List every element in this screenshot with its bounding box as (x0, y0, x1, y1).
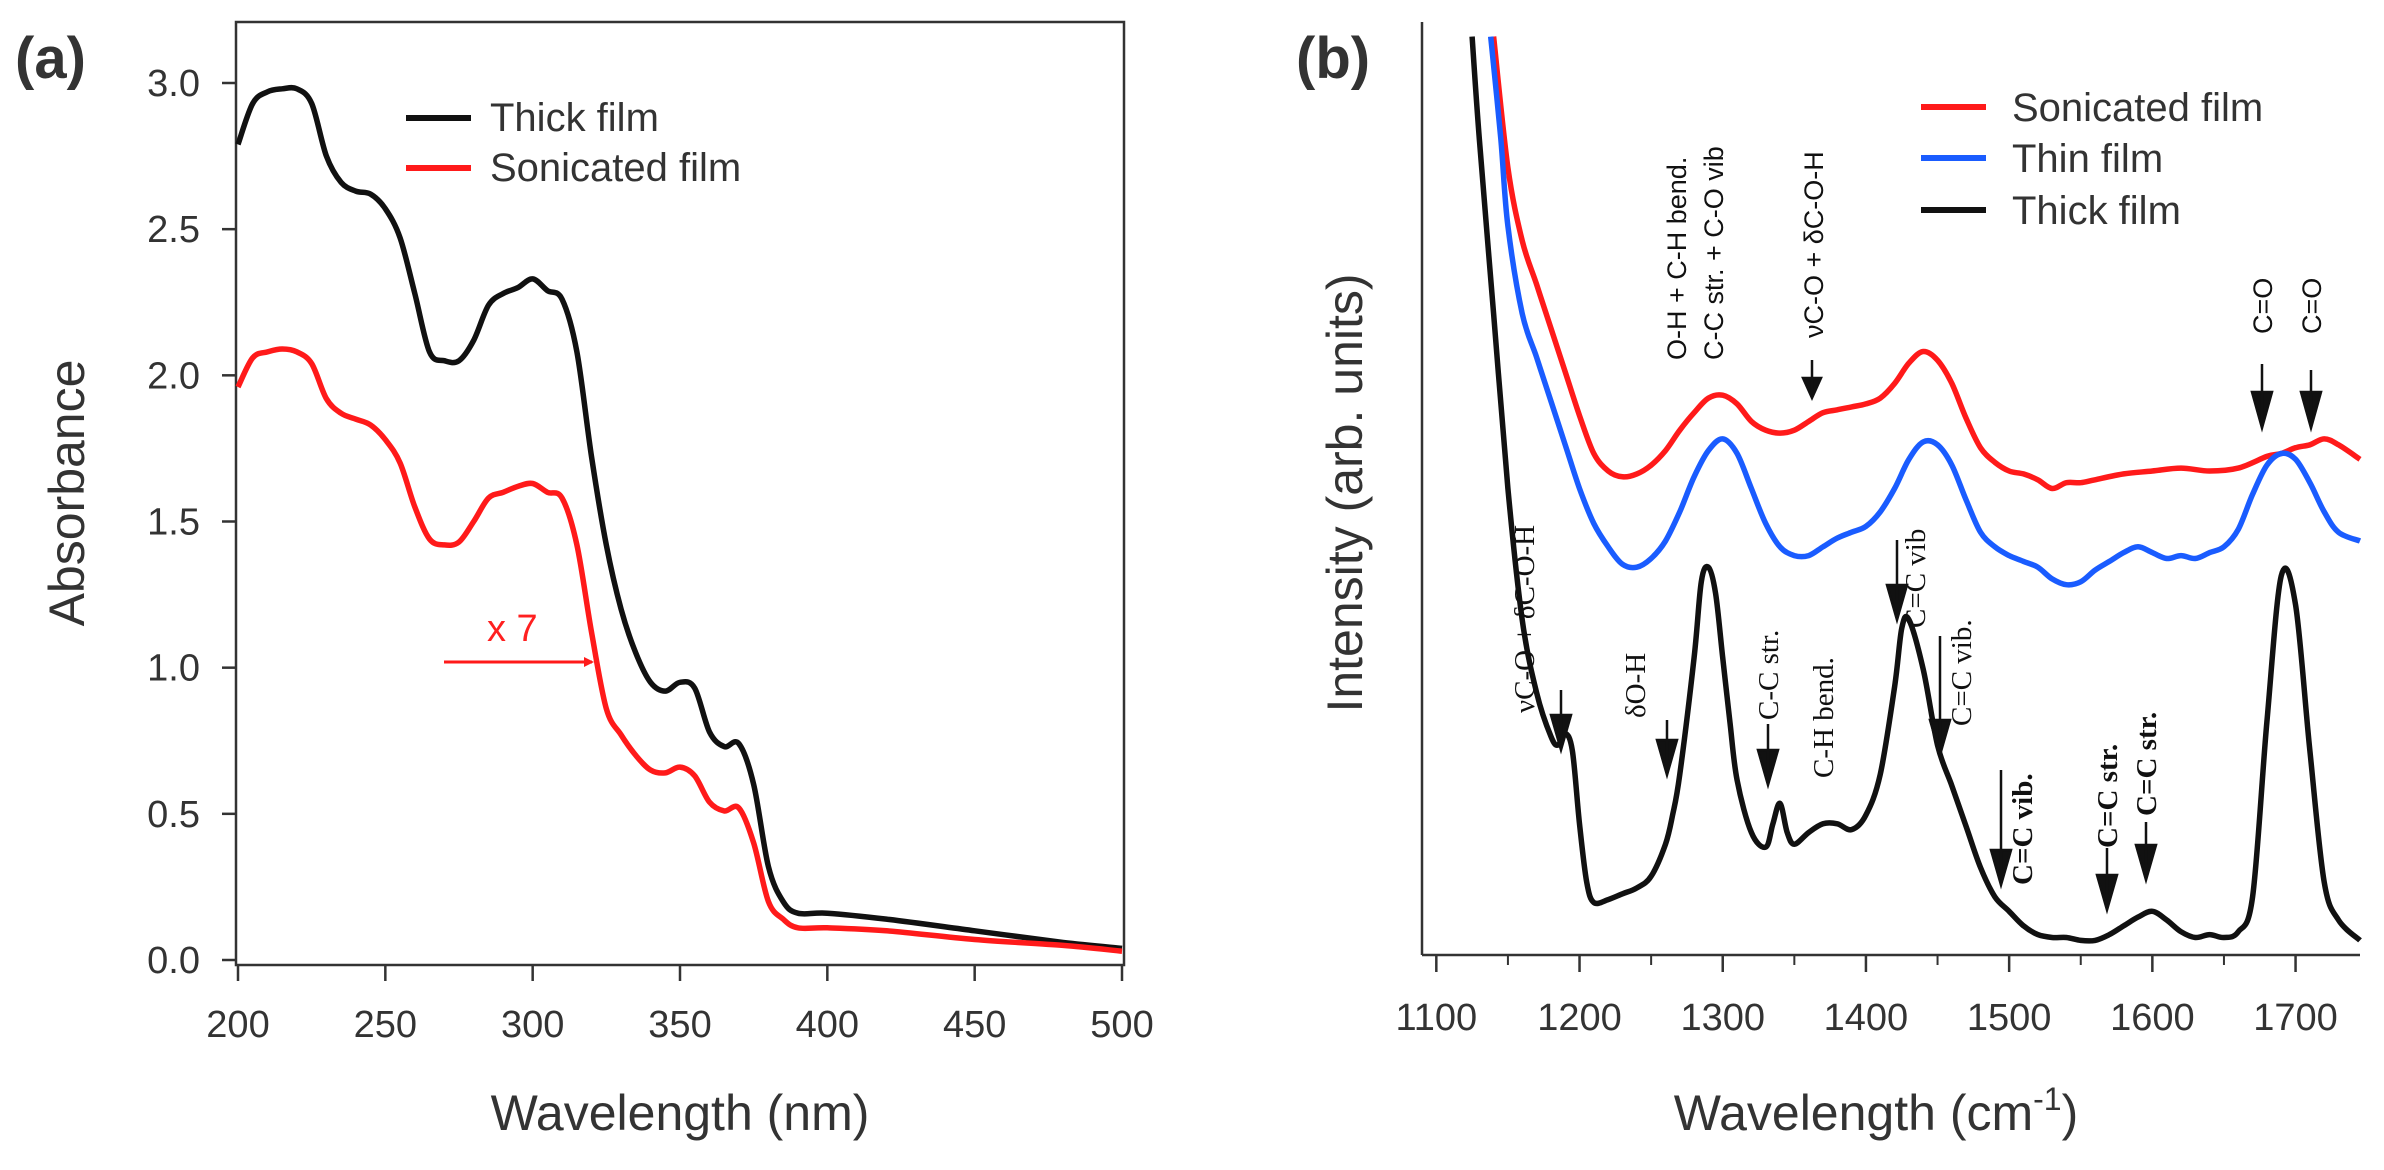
panel-a-x-tick-label: 200 (206, 1004, 269, 1046)
anno-black-cc-vib-3: C=C vib. (2007, 773, 2039, 885)
arrow-black-vco (1549, 690, 1573, 755)
anno-black-vco: νC-O + δC-O-H (1509, 525, 1541, 713)
panel-a-y-tick-label: 0.0 (147, 940, 200, 982)
panel-b-x-axis-title-close: ) (2062, 1085, 2079, 1141)
panel-a-x-tick-label: 500 (1090, 1004, 1153, 1046)
arrow-red-co-1 (2250, 364, 2274, 433)
panel-b: (b) 1100 1200 1300 1400 1500 1600 1700 Wavelen… (1296, 22, 2362, 1141)
panel-a-x-ticks: 200 250 300 350 400 450 500 (206, 965, 1154, 1046)
arrow-red-co-2 (2299, 370, 2323, 433)
panel-b-x-tick-label: 1100 (1395, 997, 1477, 1039)
panel-b-series (1469, 36, 2362, 944)
legend-b-thin-label: Thin film (2012, 137, 2163, 181)
panel-a-y-tick-label: 0.5 (147, 794, 200, 836)
legend-a-thick-label: Thick film (490, 96, 659, 140)
panel-b-x-tick-label: 1500 (1967, 997, 2052, 1039)
anno-black-cc-vib-2: C=C vib. (1946, 619, 1978, 726)
panel-b-series-line-sonicated-film (1490, 36, 2362, 492)
anno-red-vco: νC-O + δC-O-H (1799, 151, 1829, 338)
panel-b-series-line-thick-film (1469, 36, 2362, 944)
panel-a-y-tick-label: 1.5 (147, 502, 200, 544)
panel-a-x-axis-title: Wavelength (nm) (491, 1085, 870, 1141)
panel-b-series-line-thin-film (1487, 36, 2362, 588)
anno-black-cc-str-1: C=C str. (2092, 744, 2124, 848)
panel-a-y-ticks: 0.0 0.5 1.0 1.5 2.0 2.5 3.0 (147, 63, 236, 982)
panel-a-x-tick-label: 300 (501, 1004, 564, 1046)
anno-red-co-2: C=O (2297, 278, 2327, 334)
panel-b-x-ticks: 1100 1200 1300 1400 1500 1600 1700 (1395, 955, 2338, 1039)
panel-a: (a) 200 250 300 350 400 450 500 0.0 0.5 1.0 1.5 2.… (15, 20, 1154, 1141)
x7-annotation-label: x 7 (487, 608, 538, 650)
arrow-red-vco (1801, 360, 1823, 402)
legend-b-sonicated-label: Sonicated film (2012, 86, 2263, 130)
anno-black-cc-vib-1: C=C vib (1900, 529, 1932, 628)
arrow-black-cc-str-1 (2095, 848, 2119, 915)
legend-b-thick-label: Thick film (2012, 189, 2181, 233)
anno-black-oh: δO-H (1620, 653, 1652, 718)
panel-a-y-tick-label: 2.0 (147, 355, 200, 397)
panel-b-x-axis-title: Wavelength (cm-1) (1674, 1081, 2078, 1141)
panel-b-x-tick-label: 1700 (2253, 997, 2338, 1039)
panel-b-label: (b) (1296, 26, 1370, 91)
anno-red-co-1: C=O (2248, 278, 2278, 334)
panel-b-x-axis-title-sup: -1 (2033, 1081, 2061, 1117)
arrow-black-oh (1655, 720, 1679, 780)
panel-a-series-line-thick-film (235, 84, 1123, 952)
panel-a-x-tick-label: 400 (796, 1004, 859, 1046)
panel-a-y-tick-label: 2.5 (147, 209, 200, 251)
anno-black-ch-bend: C-H bend. (1808, 657, 1840, 778)
panel-a-x-tick-label: 450 (943, 1004, 1006, 1046)
arrow-black-cc-vib-2 (1928, 636, 1952, 760)
arrow-black-cc-vib-1 (1885, 540, 1909, 625)
panel-b-y-axis-title: Intensity (arb. units) (1317, 273, 1373, 712)
legend-a-sonicated-label: Sonicated film (490, 146, 741, 190)
panel-b-x-tick-label: 1300 (1680, 997, 1765, 1039)
panel-b-x-tick-label: 1200 (1537, 997, 1622, 1039)
panel-a-x-tick-label: 350 (648, 1004, 711, 1046)
anno-black-cc-str-2: C=C str. (2131, 712, 2163, 816)
panel-b-x-axis-title-main: Wavelength (cm (1674, 1085, 2033, 1141)
panel-a-y-tick-label: 1.0 (147, 648, 200, 690)
panel-a-series (235, 84, 1123, 954)
arrow-black-cc-str (1756, 724, 1780, 790)
panel-a-series-line-sonicated-film (235, 346, 1123, 954)
panel-b-x-tick-label: 1600 (2110, 997, 2195, 1039)
arrow-black-cc-str-2 (2134, 822, 2158, 885)
anno-red-oh-ch-bend: O-H + C-H bend. (1662, 157, 1692, 360)
panel-a-y-tick-label: 3.0 (147, 63, 200, 105)
panel-a-label: (a) (15, 26, 86, 91)
panel-a-x-tick-label: 250 (354, 1004, 417, 1046)
anno-red-cc-str: C-C str. + C-O vib (1699, 146, 1729, 360)
arrow-black-cc-vib-3 (1989, 770, 2013, 890)
panel-b-x-tick-label: 1400 (1824, 997, 1909, 1039)
anno-black-cc-str: C-C str. (1753, 630, 1785, 720)
panel-a-y-axis-title: Absorbance (39, 360, 95, 627)
